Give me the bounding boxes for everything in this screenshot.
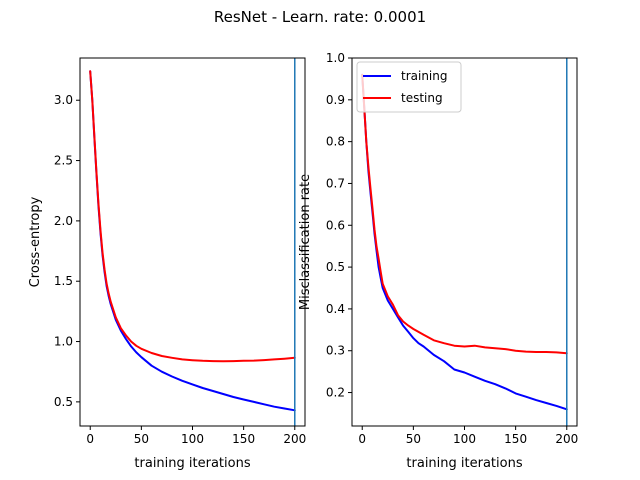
chart-2-xtick-label: 50 bbox=[406, 432, 421, 446]
chart-1-ylabel: Cross-entropy bbox=[28, 196, 43, 287]
figure-title: ResNet - Learn. rate: 0.0001 bbox=[213, 8, 427, 26]
chart-2-xtick-label: 100 bbox=[453, 432, 476, 446]
chart-1-ytick-label: 3.0 bbox=[54, 93, 73, 107]
chart-1-ytick-label: 1.5 bbox=[54, 274, 73, 288]
chart-2-legend-box bbox=[356, 61, 462, 113]
chart-2-ytick-label: 0.3 bbox=[326, 344, 345, 358]
chart-2-axes-frame bbox=[351, 57, 578, 427]
chart-1-ytick-label: 1.0 bbox=[54, 335, 73, 349]
chart-2-legend-label: training bbox=[401, 69, 448, 83]
chart-1-xtick-label: 200 bbox=[283, 432, 306, 446]
chart-1-xlabel: training iterations bbox=[134, 456, 250, 471]
chart-2-ylabel: Misclassification rate bbox=[298, 174, 313, 310]
chart-1-ytick-label: 2.0 bbox=[54, 214, 73, 228]
chart-2-ytick-label: 1.0 bbox=[326, 51, 345, 65]
chart-2-ytick-label: 0.5 bbox=[326, 260, 345, 274]
chart-1-xtick-label: 100 bbox=[181, 432, 204, 446]
chart-2-series-2-line bbox=[361, 73, 568, 355]
chart-2-series-1-line bbox=[361, 73, 568, 411]
chart-2-ytick-label: 0.9 bbox=[326, 93, 345, 107]
chart-1-axes-frame bbox=[79, 57, 306, 427]
chart-2-xtick-label: 150 bbox=[504, 432, 527, 446]
chart-2-ytick-label: 0.2 bbox=[326, 386, 345, 400]
chart-2-ytick-label: 0.8 bbox=[326, 135, 345, 149]
chart-1-ytick-label: 2.5 bbox=[54, 154, 73, 168]
chart-2-legend-label: testing bbox=[401, 91, 443, 105]
chart-2-xlabel: training iterations bbox=[406, 456, 522, 471]
chart-2-ytick-label: 0.7 bbox=[326, 176, 345, 190]
chart-2-ytick-label: 0.4 bbox=[326, 302, 345, 316]
chart-1-xtick-label: 150 bbox=[232, 432, 255, 446]
chart-1-series-2-line bbox=[89, 70, 296, 363]
chart-2-ytick-label: 0.6 bbox=[326, 218, 345, 232]
chart-2-xtick-label: 0 bbox=[358, 432, 366, 446]
chart-1-xtick-label: 0 bbox=[86, 432, 94, 446]
chart-2-xtick-label: 200 bbox=[555, 432, 578, 446]
chart-1-xtick-label: 50 bbox=[134, 432, 149, 446]
chart-1-ytick-label: 0.5 bbox=[54, 395, 73, 409]
